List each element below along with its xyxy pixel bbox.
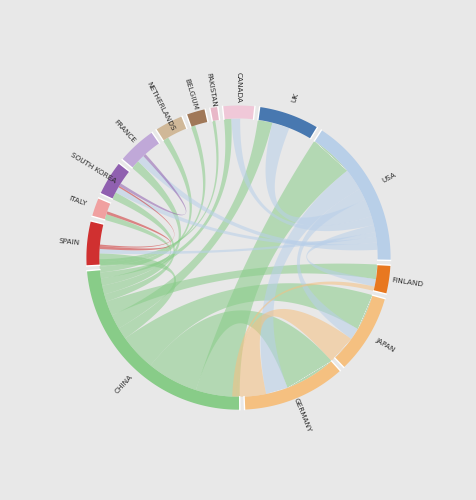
Polygon shape [99,212,171,250]
Text: CHINA: CHINA [114,373,134,394]
Polygon shape [306,225,375,286]
Polygon shape [119,154,186,216]
Polygon shape [196,141,347,397]
Polygon shape [99,126,205,266]
Polygon shape [99,232,375,254]
Text: BELGIUM: BELGIUM [183,78,198,111]
Polygon shape [186,109,208,127]
Polygon shape [265,122,371,226]
Polygon shape [156,116,187,140]
Polygon shape [106,264,377,316]
Text: UK: UK [290,92,299,103]
Polygon shape [122,132,159,168]
Polygon shape [231,118,373,231]
Text: CANADA: CANADA [235,72,241,103]
Polygon shape [99,138,191,272]
Polygon shape [138,156,377,250]
Polygon shape [99,186,174,248]
Text: ITALY: ITALY [68,195,87,207]
Polygon shape [99,120,218,262]
Polygon shape [334,295,384,368]
Text: FINLAND: FINLAND [390,277,422,287]
Text: SOUTH KOREA: SOUTH KOREA [69,152,117,184]
Polygon shape [209,107,219,121]
Text: FRANCE: FRANCE [112,119,136,144]
Polygon shape [100,214,171,278]
Polygon shape [112,120,272,328]
Polygon shape [258,107,317,138]
Polygon shape [101,118,231,286]
Polygon shape [100,164,129,199]
Text: PAKISTAN: PAKISTAN [205,72,216,107]
Polygon shape [86,221,103,266]
Polygon shape [99,254,176,338]
Polygon shape [236,309,351,397]
Polygon shape [102,162,181,294]
Polygon shape [115,187,376,246]
Polygon shape [222,106,254,120]
Polygon shape [244,361,339,410]
Polygon shape [104,192,175,302]
Polygon shape [87,270,239,410]
Polygon shape [373,264,389,294]
Polygon shape [314,130,390,260]
Polygon shape [92,198,110,220]
Polygon shape [232,282,374,397]
Text: USA: USA [380,172,396,184]
Text: NETHERLANDS: NETHERLANDS [145,80,175,132]
Text: GERMANY: GERMANY [292,398,312,434]
Polygon shape [125,283,372,366]
Polygon shape [150,310,331,390]
Polygon shape [296,189,364,339]
Polygon shape [260,170,359,394]
Text: JAPAN: JAPAN [373,337,395,353]
Text: SPAIN: SPAIN [58,238,79,246]
